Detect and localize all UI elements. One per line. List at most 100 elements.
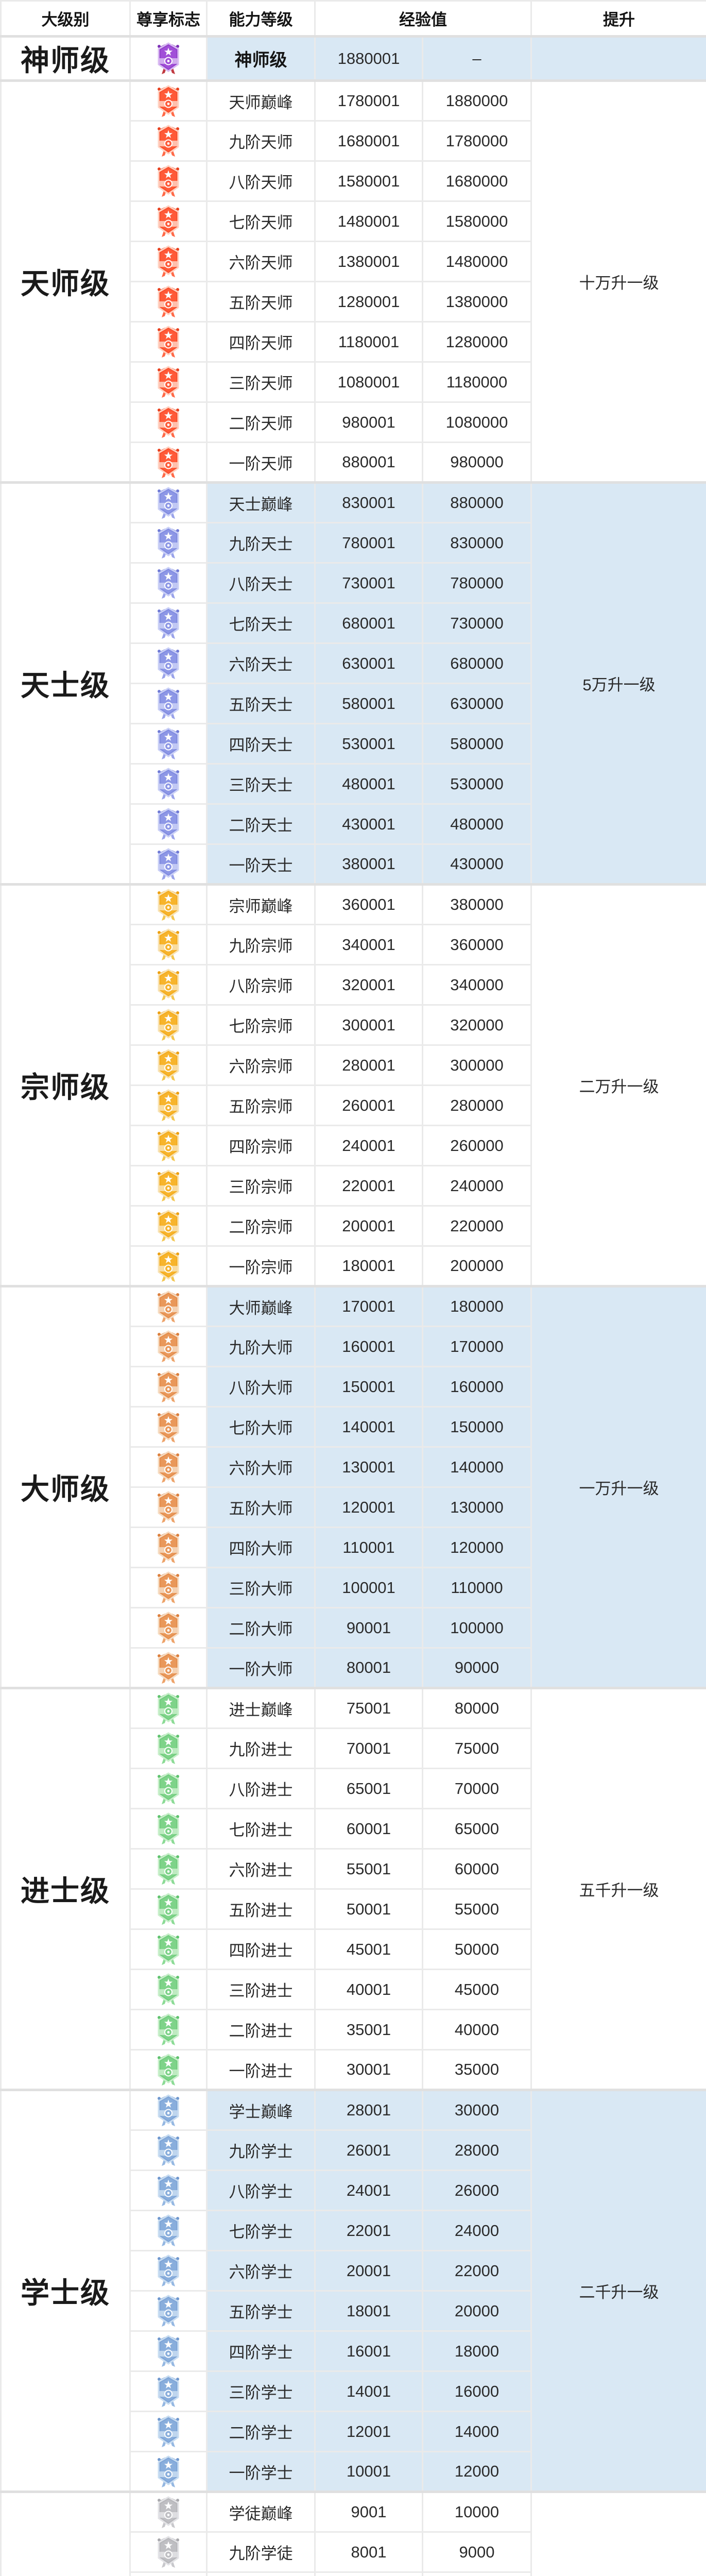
exp-max-cell: 260000	[422, 1125, 532, 1166]
ability-level-cell: 九阶学徒	[206, 2531, 316, 2573]
exp-max-cell: 70000	[422, 1768, 532, 1809]
exp-min-cell: 380001	[314, 843, 423, 885]
badge-cell	[129, 2370, 208, 2412]
ability-level-cell: 一阶进士	[206, 2049, 316, 2091]
ability-level-cell: 七阶学士	[206, 2210, 316, 2251]
major-level-cell: 天士级	[0, 481, 131, 885]
major-level-cell: 天师级	[0, 79, 131, 483]
badge-cell	[129, 281, 208, 323]
badge-cell	[129, 1446, 208, 1488]
rank-badge-icon	[158, 1451, 179, 1483]
exp-max-cell: 1880000	[422, 79, 532, 122]
ability-level-cell: 六阶宗师	[206, 1044, 316, 1086]
header-badge: 尊享标志	[129, 0, 208, 38]
table-row: 二阶天师 980001 1080000	[1, 401, 706, 443]
badge-cell	[129, 1647, 208, 1689]
exp-min-cell: 980001	[314, 401, 423, 443]
badge-cell	[129, 2089, 208, 2131]
badge-cell	[129, 200, 208, 242]
exp-min-cell: 70001	[314, 1727, 423, 1769]
table-row: 七阶学士 22001 24000	[1, 2210, 706, 2251]
exp-min-cell: 1480001	[314, 200, 423, 242]
exp-min-cell: 260001	[314, 1084, 423, 1126]
table-row: 九阶大师 160001 170000	[1, 1326, 706, 1367]
table-row: 七阶进士 60001 65000	[1, 1808, 706, 1850]
exp-max-cell: 1380000	[422, 281, 532, 323]
exp-min-cell: 630001	[314, 642, 423, 684]
badge-cell	[129, 883, 208, 925]
table-row: 四阶进士 45001 50000	[1, 1928, 706, 1970]
exp-max-cell: 1280000	[422, 321, 532, 363]
badge-cell	[129, 2451, 208, 2493]
badge-cell	[129, 1486, 208, 1528]
badge-cell	[129, 1044, 208, 1086]
badge-cell	[129, 1768, 208, 1809]
header-ability-level: 能力等级	[206, 0, 316, 38]
rank-badge-icon	[158, 1651, 179, 1684]
ability-level-cell: 一阶天士	[206, 843, 316, 885]
major-level-cell: 学徒级	[0, 2490, 131, 2576]
rank-badge-icon	[158, 406, 179, 438]
major-level-cell: 大师级	[0, 1285, 131, 1689]
exp-min-cell: 45001	[314, 1928, 423, 1970]
badge-cell	[129, 602, 208, 644]
exp-min-cell: 300001	[314, 1004, 423, 1046]
exp-max-cell: 160000	[422, 1366, 532, 1408]
table-row: 六阶大师 130001 140000	[1, 1446, 706, 1488]
exp-min-cell: 680001	[314, 602, 423, 644]
table-row: 四阶学士 16001 18000	[1, 2330, 706, 2372]
exp-max-cell: 530000	[422, 763, 532, 805]
exp-max-cell: 630000	[422, 683, 532, 724]
exp-min-cell: 1180001	[314, 321, 423, 363]
table-row: 大师级 大师巅峰 170001 180000 一万升一级	[0, 1285, 706, 1689]
badge-cell	[129, 1165, 208, 1207]
exp-min-cell: 24001	[314, 2170, 423, 2211]
exp-min-cell: 110001	[314, 1527, 423, 1568]
exp-min-cell: 28001	[314, 2089, 423, 2131]
badge-cell	[129, 2330, 208, 2372]
header-major-level: 大级别	[0, 0, 131, 38]
table-row: 四阶天士 530001 580000	[1, 723, 706, 765]
table-row: 天师级 天师巅峰 1780001 1880000 十万升一级	[0, 79, 706, 483]
table-row: 二阶大师 90001 100000	[1, 1607, 706, 1649]
exp-max-cell: 26000	[422, 2170, 532, 2211]
rank-badge-icon	[158, 768, 179, 800]
badge-cell	[129, 442, 208, 483]
exp-max-cell: 35000	[422, 2049, 532, 2091]
ability-level-cell: 四阶学士	[206, 2330, 316, 2372]
table-row: 神师级 神师级 1880001–	[0, 35, 706, 81]
badge-cell	[129, 2531, 208, 2573]
rank-badge-icon	[158, 366, 179, 398]
rank-badge-icon	[158, 1692, 179, 1724]
exp-max-cell: 280000	[422, 1084, 532, 1126]
table-row: 二阶学士 12001 14000	[1, 2411, 706, 2452]
rank-badge-icon	[158, 848, 179, 880]
rank-badge-icon	[158, 607, 179, 639]
table-row: 四阶大师 110001 120000	[1, 1527, 706, 1568]
rank-badge-icon	[158, 2094, 179, 2126]
exp-max-cell: 110000	[422, 1567, 532, 1608]
exp-max-cell: 40000	[422, 2009, 532, 2050]
rank-badge-icon	[158, 1249, 179, 1282]
exp-min-cell: 160001	[314, 1326, 423, 1367]
ability-level-cell: 九阶宗师	[206, 924, 316, 965]
rank-badge-icon	[158, 245, 179, 277]
rank-badge-icon	[158, 1089, 179, 1121]
exp-max-cell: 780000	[422, 562, 532, 604]
exp-max-cell: 9000	[422, 2531, 532, 2573]
rank-badge-icon	[158, 527, 179, 558]
exp-min-cell: 50001	[314, 1888, 423, 1930]
exp-min-cell: 170001	[314, 1285, 423, 1327]
badge-cell	[129, 642, 208, 684]
exp-max-cell: 65000	[422, 1808, 532, 1850]
ability-level-cell: 八阶宗师	[206, 964, 316, 1006]
rank-badge-icon	[158, 2415, 179, 2447]
exp-max-cell: 1180000	[422, 361, 532, 403]
table-row: 七阶天师 1480001 1580000	[1, 200, 706, 242]
exp-min-cell: 120001	[314, 1486, 423, 1528]
ability-level-cell: 五阶天士	[206, 683, 316, 724]
table-row: 四阶天师 1180001 1280000	[1, 321, 706, 363]
exp-max-cell: –	[422, 35, 532, 81]
rank-badge-icon	[158, 205, 179, 237]
exp-max-cell: 220000	[422, 1205, 532, 1247]
